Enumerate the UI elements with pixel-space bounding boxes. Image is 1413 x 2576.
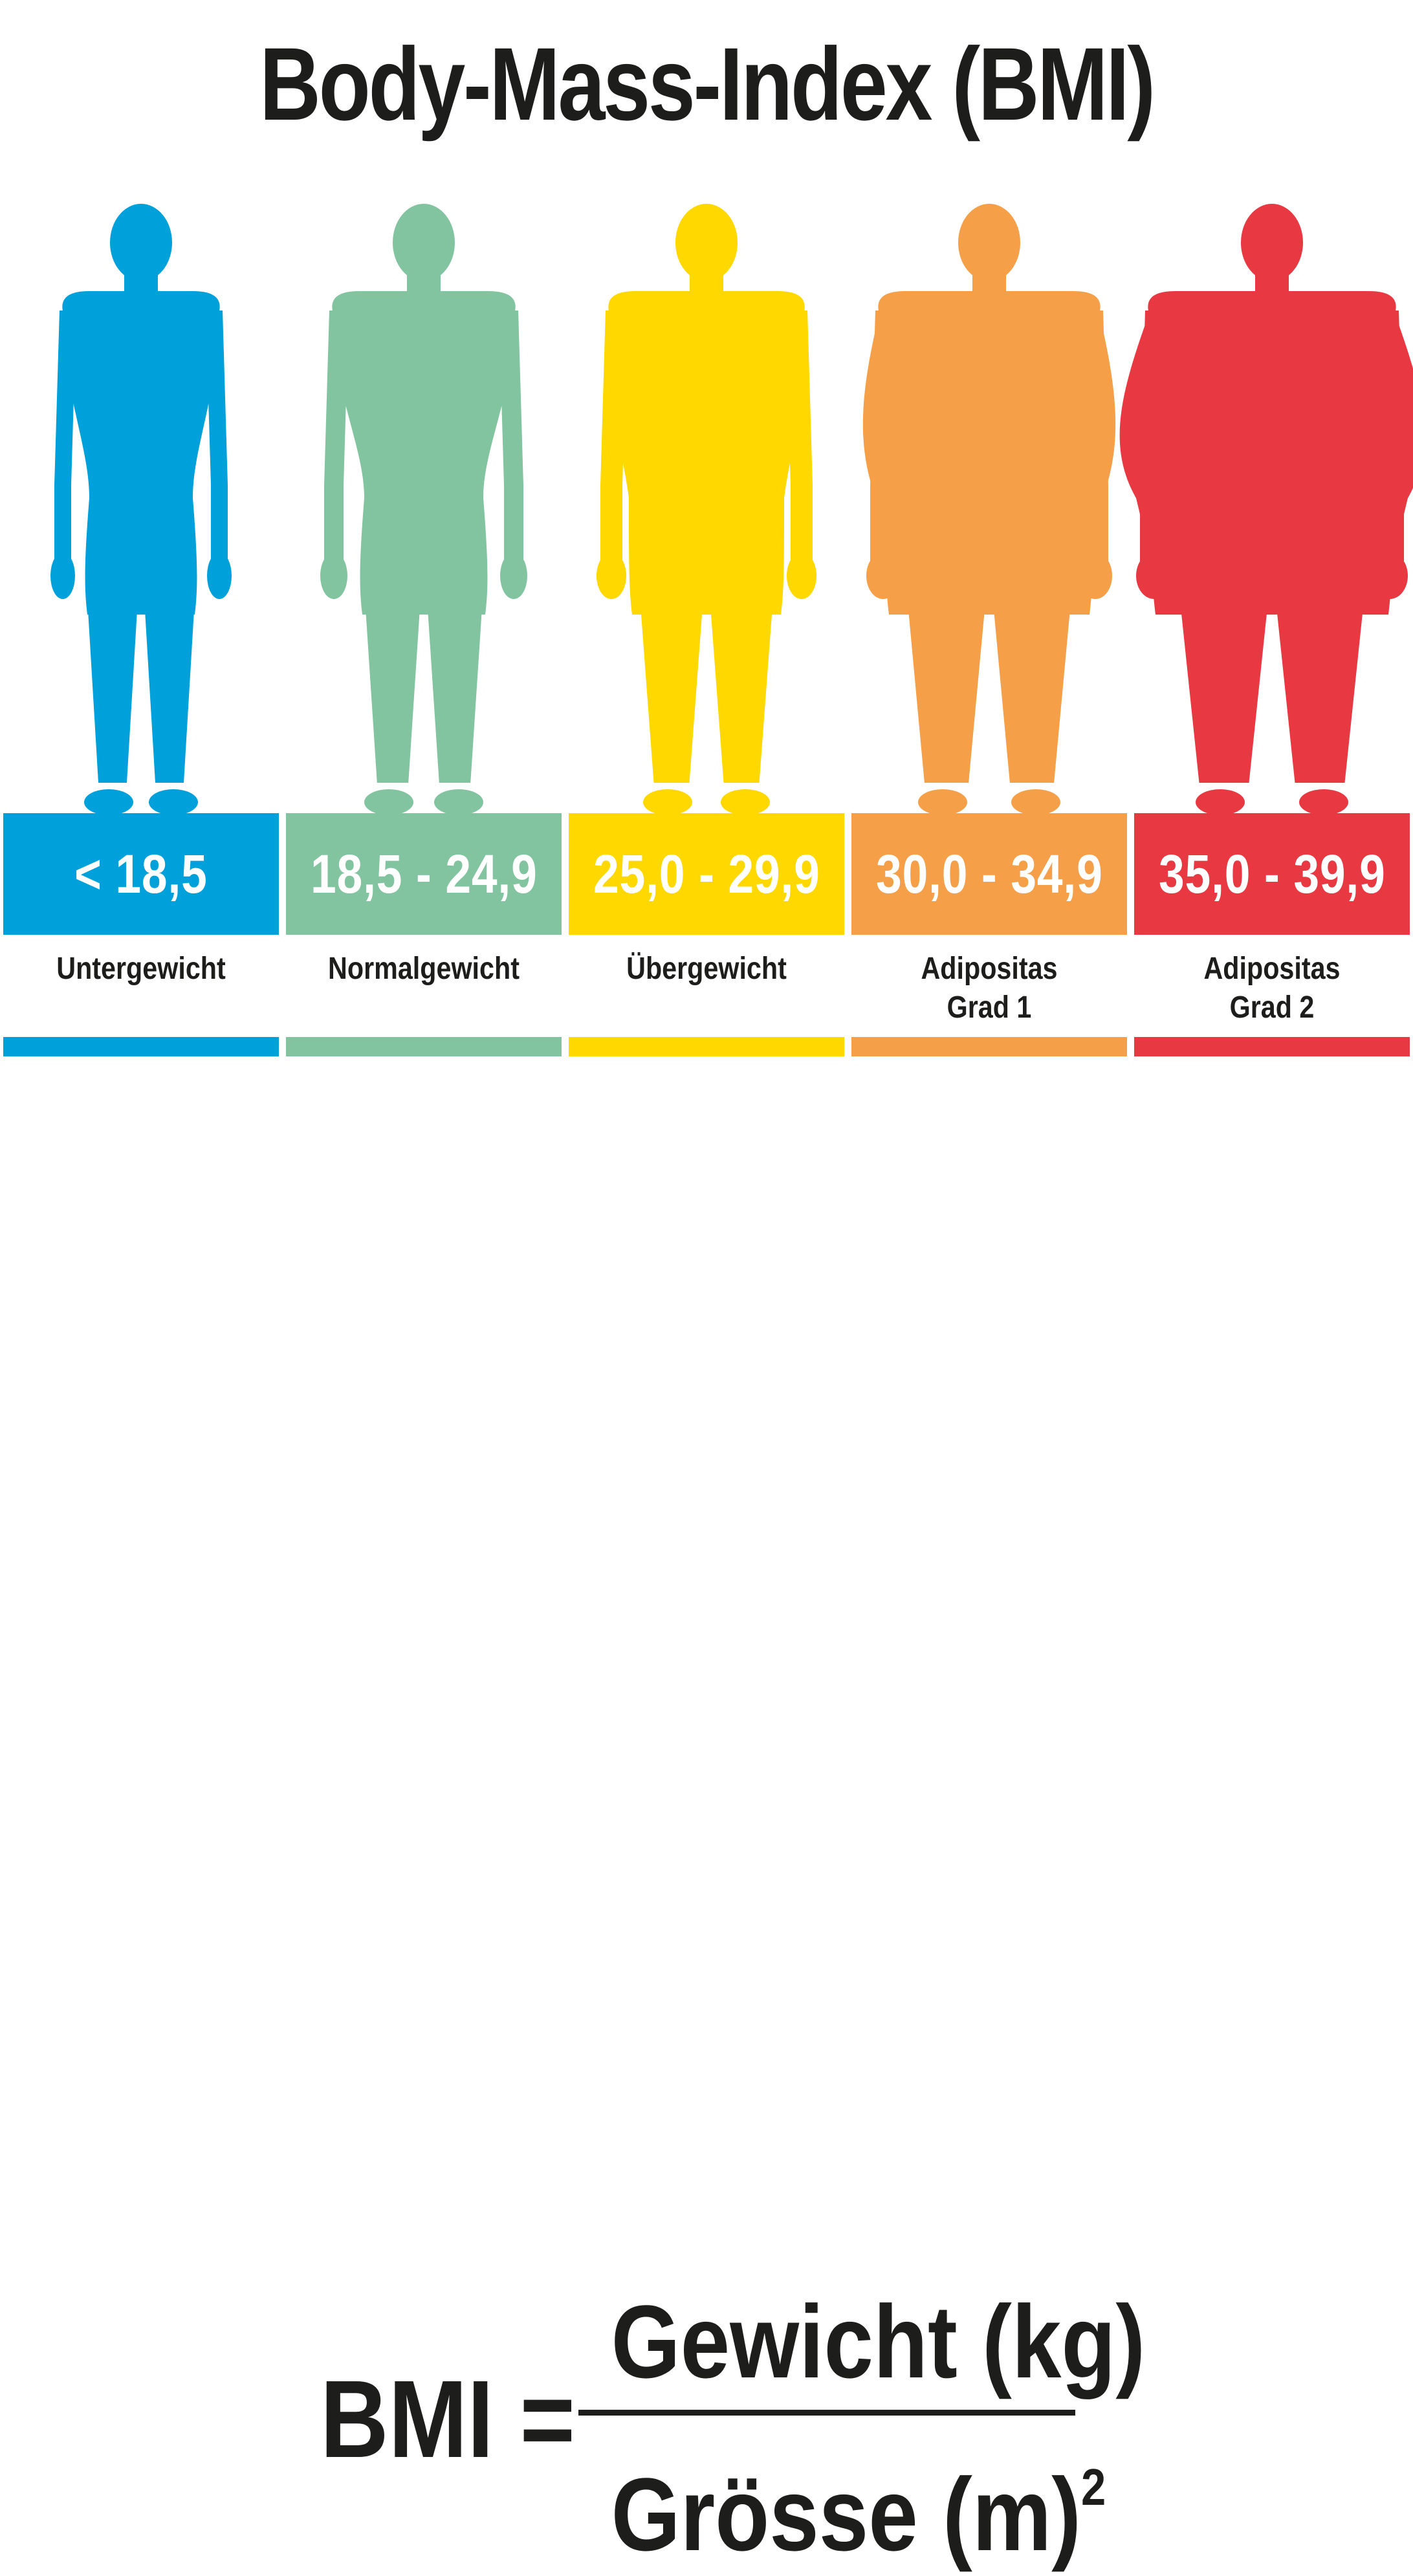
range-value: 30,0 - 34,9 (875, 843, 1103, 904)
denominator-exponent: 2 (1081, 2458, 1106, 2516)
range-box-2: 18,5 - 24,9 (286, 813, 562, 935)
formula-lhs: BMI = (320, 2358, 575, 2481)
color-bar-1 (3, 1037, 279, 1056)
body-silhouette-4 (862, 204, 1116, 815)
range-value: 25,0 - 29,9 (593, 843, 820, 904)
body-silhouette-5 (1119, 204, 1413, 815)
category-label-line: Adipositas (1203, 952, 1341, 986)
body-figures (0, 201, 1413, 815)
body-silhouette-2 (320, 204, 527, 815)
range-box-5: 35,0 - 39,9 (1134, 813, 1410, 935)
color-bar-4 (851, 1037, 1127, 1056)
category-label-3: Übergewicht (588, 950, 825, 988)
range-box-1: < 18,5 (3, 813, 279, 935)
color-bar-2 (286, 1037, 562, 1056)
category-label-line: Adipositas (921, 952, 1058, 986)
color-bar-3 (569, 1037, 844, 1056)
category-label-line: Normalgewicht (328, 952, 520, 986)
range-value: < 18,5 (74, 843, 208, 904)
range-box-4: 30,0 - 34,9 (851, 813, 1127, 935)
category-label-4: Adipositas Grad 1 (871, 950, 1108, 1027)
formula-numerator: Gewicht (kg) (611, 2284, 1146, 2399)
page-title: Body-Mass-Index (BMI) (259, 26, 1156, 142)
color-bar-5 (1134, 1037, 1410, 1056)
formula-denominator: Grösse (m)2 (611, 2426, 1106, 2576)
fraction-line (578, 2410, 1075, 2416)
body-silhouette-1 (50, 204, 232, 815)
range-value: 35,0 - 39,9 (1158, 843, 1386, 904)
category-label-line: Untergewicht (56, 952, 226, 986)
category-label-line: Übergewicht (626, 952, 787, 986)
bmi-formula: BMI = Gewicht (kg) Grösse (m)2 (0, 1139, 1413, 2572)
range-box-3: 25,0 - 29,9 (569, 813, 844, 935)
category-label-line: Grad 2 (1229, 990, 1315, 1025)
denominator-base: Grösse (m) (611, 2456, 1082, 2572)
range-value: 18,5 - 24,9 (310, 843, 538, 904)
figures-svg (50, 204, 1413, 815)
category-label-2: Normalgewicht (305, 950, 542, 988)
category-label-line: Grad 1 (947, 990, 1032, 1025)
category-label-1: Untergewicht (23, 950, 259, 988)
category-label-5: Adipositas Grad 2 (1154, 950, 1390, 1027)
body-silhouette-3 (597, 204, 816, 815)
